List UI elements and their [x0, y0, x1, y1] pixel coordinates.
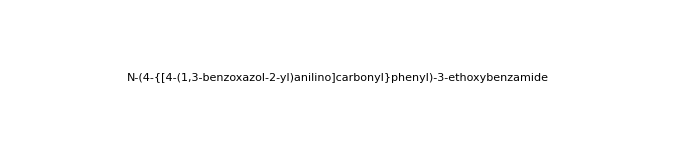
Text: N-(4-{[4-(1,3-benzoxazol-2-yl)anilino]carbonyl}phenyl)-3-ethoxybenzamide: N-(4-{[4-(1,3-benzoxazol-2-yl)anilino]ca…: [126, 73, 549, 83]
